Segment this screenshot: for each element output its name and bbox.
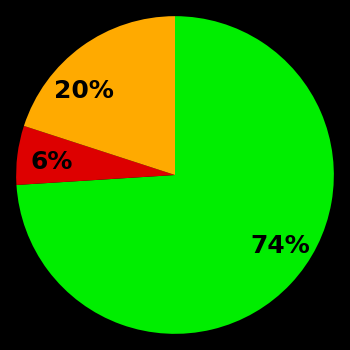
Text: 74%: 74% xyxy=(250,234,310,258)
Text: 20%: 20% xyxy=(55,79,114,104)
Wedge shape xyxy=(24,16,175,175)
Wedge shape xyxy=(16,126,175,185)
Wedge shape xyxy=(16,16,334,334)
Text: 6%: 6% xyxy=(30,150,72,174)
